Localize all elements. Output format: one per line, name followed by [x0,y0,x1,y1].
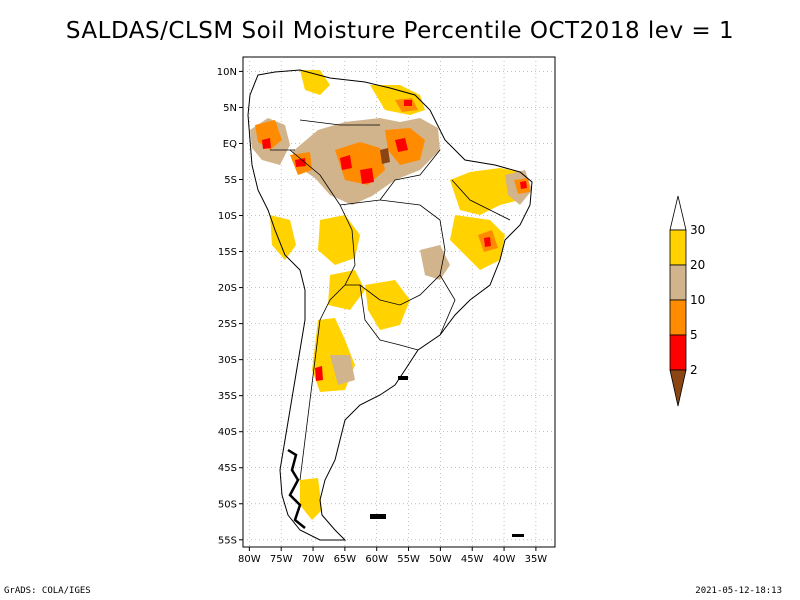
lon-tick-label: 35W [525,554,548,565]
legend-label: 20 [690,258,705,272]
lat-tick-label: 30S [218,355,237,366]
lat-tick-label: 25S [218,319,237,330]
lat-tick-label: 50S [218,499,237,510]
country-borders [270,119,511,481]
legend-5-10-box [669,299,687,336]
south-georgia-mark [512,534,524,537]
lon-tick-label: 50W [429,554,452,565]
lon-tick-label: 75W [270,554,293,565]
chile-fjords [287,448,306,529]
legend-label: 5 [690,328,698,342]
lat-tick-label: 55S [218,535,237,546]
map-axes: 10N 5N EQ 5S 10S 15S 20S 25S 30S 35S 40S 45S 50S 55S8… [217,67,548,565]
lat-tick-label: 45S [218,463,237,474]
legend-label: 10 [690,293,705,307]
map-title: SALDAS/CLSM Soil Moisture Percentile OCT… [65,18,735,44]
legend-label: 30 [690,223,705,237]
legend-20-30-box [669,229,687,266]
soil-moisture-shading [250,70,532,520]
lat-tick-label: 5S [224,175,237,186]
lat-tick-label: 40S [218,427,237,438]
continent-outline [247,69,533,541]
legend-2-5-box [669,334,687,371]
lon-tick-label: 45W [461,554,484,565]
footer-timestamp: 2021-05-12-18:13 [695,586,782,596]
lat-tick-label: 15S [218,247,237,258]
lat-tick-label: 20S [218,283,237,294]
lon-tick-label: 65W [334,554,357,565]
legend-10-20-box [669,264,687,301]
legend-above30-triangle [669,195,687,231]
lat-tick-label: 10S [218,211,237,222]
footer-credit: GrADS: COLA/IGES [4,586,91,596]
lagoon-mark [398,376,408,380]
lat-tick-label: 35S [218,391,237,402]
legend-label: 2 [690,363,698,377]
lon-tick-label: 80W [238,554,261,565]
colorbar-legend: 30 20 10 5 2 [669,195,705,407]
lon-tick-label: 70W [302,554,325,565]
lon-tick-label: 40W [493,554,516,565]
falkland-islands [370,514,386,519]
lon-tick-label: 55W [397,554,420,565]
legend-below2-triangle [669,369,687,407]
lat-tick-label: EQ [223,139,237,150]
lat-tick-label: 5N [223,103,237,114]
lon-tick-label: 60W [365,554,388,565]
lat-tick-label: 10N [217,67,237,78]
